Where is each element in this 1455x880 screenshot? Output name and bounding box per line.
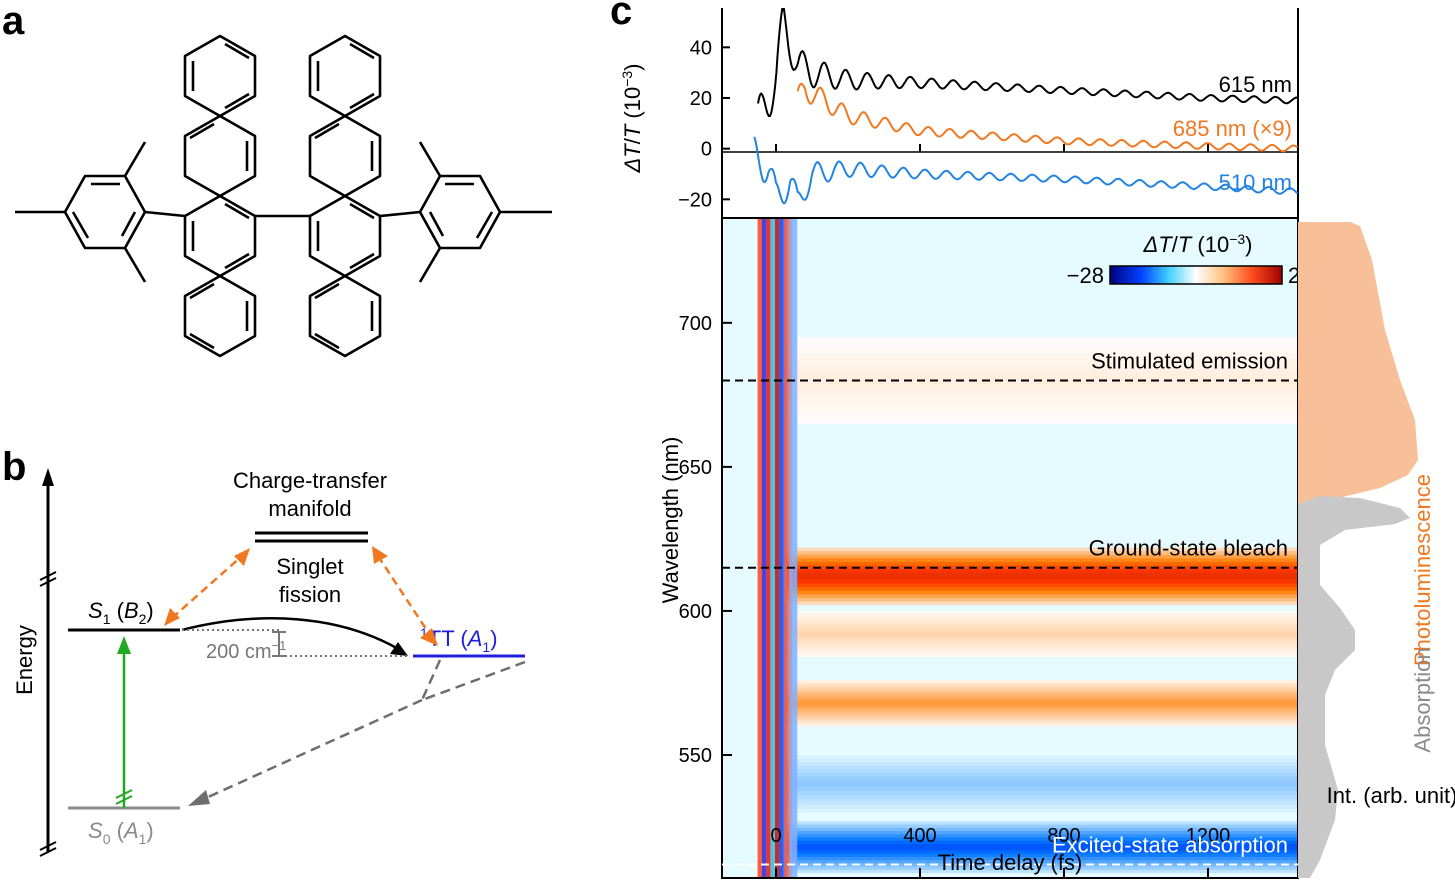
energy-axis-label: Energy xyxy=(12,625,37,695)
trace-yticks: 40 20 0 −20 xyxy=(678,37,730,211)
absorption-area xyxy=(1298,496,1410,878)
heatmap-xticks: 0 400 800 1200 xyxy=(770,825,1230,878)
ct-manifold-label-line1: Charge-transfer xyxy=(233,468,387,493)
heatmap-chart: 700 650 600 550 0 400 800 1200 Stimulated emis… xyxy=(658,217,1312,879)
heatmap-ytick-label: 550 xyxy=(679,745,712,767)
excitation-break-marks xyxy=(115,789,133,805)
heatmap-xtick-label: 0 xyxy=(770,825,781,847)
coherent-artifact-stripe xyxy=(761,218,770,878)
panel-letter-a: a xyxy=(2,0,25,43)
heatmap-ytick-label: 650 xyxy=(679,457,712,479)
colorbar xyxy=(1109,265,1283,285)
coherent-artifact-stripe xyxy=(766,218,775,878)
trace-lines xyxy=(753,8,1298,205)
annotation-label-1: Ground-state bleach xyxy=(1089,536,1288,561)
gap-bracket xyxy=(272,631,286,657)
heatmap-band-2 xyxy=(786,631,1298,637)
trace-ylabel: ΔT/T (10−3) xyxy=(619,63,645,173)
trace-1 xyxy=(796,82,1298,153)
trace-label-1: 685 nm (×9) xyxy=(1173,116,1292,141)
left-acene-stack xyxy=(183,34,257,358)
colorbar-label: ΔT/T (10−3) xyxy=(1142,231,1252,257)
heatmap-ytick-label: 600 xyxy=(679,601,712,623)
coherent-artifact-stripe xyxy=(770,218,779,878)
heatmap-ylabel: Wavelength (nm) xyxy=(658,437,683,604)
panel-letter-b: b xyxy=(2,445,26,489)
heatmap-band-5 xyxy=(786,780,1298,788)
heatmap-band-3 xyxy=(786,375,1298,386)
right-acene-stack xyxy=(308,34,382,358)
s0-label: S0 (A1) xyxy=(88,818,154,847)
spectrum-xlabel: Int. (arb. unit) xyxy=(1327,783,1455,808)
trace-label-0: 615 nm xyxy=(1219,72,1292,97)
photoluminescence-area xyxy=(1298,222,1418,504)
energy-axis-arrowhead xyxy=(42,468,54,486)
energy-diagram: Energy Charge-transfer manifold Singlet … xyxy=(12,468,526,857)
coherent-artifact-stripe xyxy=(757,218,766,878)
axis-break-marks xyxy=(39,571,57,857)
fission-arrow-head xyxy=(390,642,408,656)
trace-ytick-label: 0 xyxy=(701,139,712,161)
coherent-artifact-stripe xyxy=(774,218,783,878)
singlet-fission-label-line2: fission xyxy=(279,582,341,607)
heatmap-band-1 xyxy=(786,700,1298,707)
trace-labels: 615 nm 685 nm (×9) 510 nm xyxy=(1173,72,1292,195)
heatmap-ytick-label: 700 xyxy=(679,313,712,335)
heatmap-xtick-label: 1200 xyxy=(1186,825,1231,847)
trace-chart: 40 20 0 −20 615 nm 685 nm (×9) 510 nm ΔT/T (1… xyxy=(619,8,1299,218)
spectrum-chart: Photoluminescence Absorption Int. (arb. … xyxy=(1298,222,1455,878)
molecule-structure xyxy=(15,34,552,358)
singlet-fission-label-line1: Singlet xyxy=(276,554,343,579)
heatmap-annotations: Stimulated emission Ground-state bleach Ex… xyxy=(722,348,1298,866)
fission-arrow xyxy=(181,617,401,652)
colorbar-min: −28 xyxy=(1067,263,1104,288)
heatmap-xlabel: Time delay (fs) xyxy=(938,850,1083,875)
trace-xticks xyxy=(775,144,1209,152)
absorption-label: Absorption xyxy=(1410,647,1435,752)
panel-letter-c: c xyxy=(610,0,632,33)
trace-2 xyxy=(753,136,1298,205)
heatmap-bands xyxy=(757,218,1298,878)
coherent-artifact-stripe xyxy=(789,218,798,878)
decay-arrow xyxy=(205,659,526,800)
excitation-arrow-head xyxy=(117,636,131,654)
coherent-artifact-stripe xyxy=(784,218,793,878)
annotation-label-0: Stimulated emission xyxy=(1091,348,1288,373)
heatmap-xtick-label: 400 xyxy=(903,825,936,847)
left-mesityl xyxy=(15,141,186,283)
right-mesityl xyxy=(379,141,552,283)
heatmap-band-0 xyxy=(786,572,1298,580)
trace-ytick-label: 20 xyxy=(690,88,712,110)
annotation-label-2: Excited-state absorption xyxy=(1052,832,1288,857)
trace-label-2: 510 nm xyxy=(1219,170,1292,195)
heatmap-yticks: 700 650 600 550 xyxy=(679,313,732,767)
heatmap-xtick-label: 800 xyxy=(1047,825,1080,847)
gap-label: 200 cm−1 xyxy=(206,638,286,663)
ct-coupling-arrows xyxy=(171,555,434,639)
heatmap-band-4 xyxy=(786,843,1298,851)
trace-ytick-label: −20 xyxy=(678,189,712,211)
ct-manifold-label-line2: manifold xyxy=(268,496,351,521)
trace-0 xyxy=(757,8,1298,117)
decay-arrow-head xyxy=(188,790,210,806)
coherent-artifact-stripe xyxy=(779,218,788,878)
pl-label: Photoluminescence xyxy=(1410,474,1435,666)
s1-label: S1 (B2) xyxy=(88,598,154,627)
trace-ytick-label: 40 xyxy=(690,37,712,59)
